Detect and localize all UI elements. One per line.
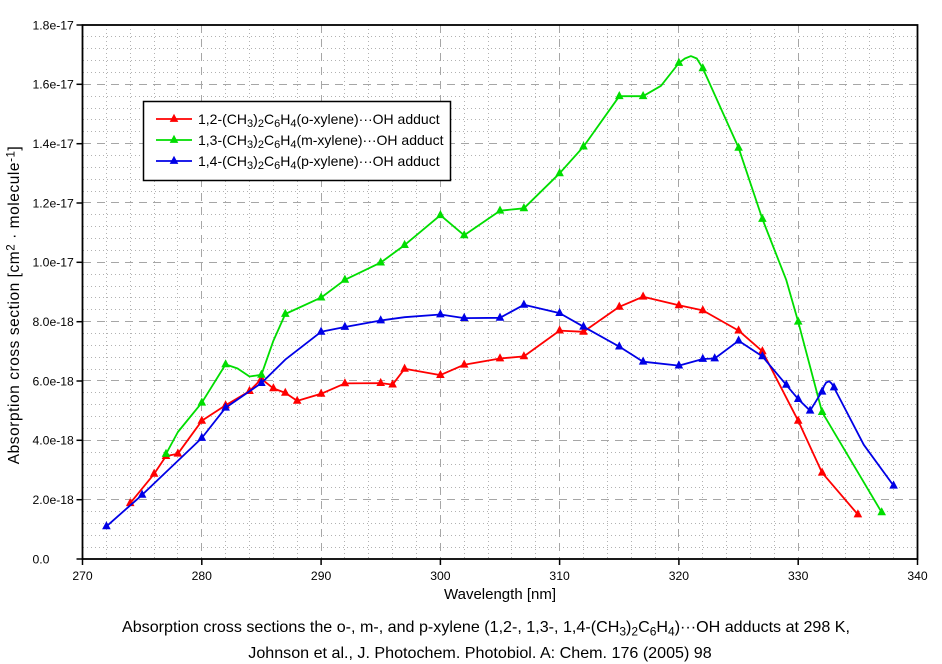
svg-text:280: 280	[192, 569, 213, 583]
svg-text:1.4e-17: 1.4e-17	[33, 137, 75, 151]
svg-text:1.6e-17: 1.6e-17	[33, 78, 75, 92]
svg-text:Wavelength [nm]: Wavelength [nm]	[444, 586, 556, 603]
svg-text:1.2e-17: 1.2e-17	[33, 196, 75, 210]
svg-text:1.0e-17: 1.0e-17	[33, 256, 75, 270]
svg-text:0.0: 0.0	[33, 552, 50, 566]
svg-text:270: 270	[72, 569, 93, 583]
svg-text:2.0e-18: 2.0e-18	[33, 493, 75, 507]
svg-text:320: 320	[669, 569, 690, 583]
svg-text:330: 330	[788, 569, 809, 583]
svg-text:Absorption cross section [cm2: Absorption cross section [cm2 · molecule…	[6, 146, 24, 465]
svg-text:290: 290	[311, 569, 332, 583]
svg-text:300: 300	[430, 569, 451, 583]
svg-text:Johnson et al., J. Photochem.: Johnson et al., J. Photochem. Photobiol.…	[248, 644, 711, 662]
svg-text:310: 310	[549, 569, 570, 583]
svg-text:8.0e-18: 8.0e-18	[33, 315, 75, 329]
svg-text:6.0e-18: 6.0e-18	[33, 374, 75, 388]
svg-text:1.8e-17: 1.8e-17	[33, 18, 75, 32]
svg-text:Absorption cross sections the: Absorption cross sections the o-, m-, an…	[122, 618, 850, 639]
svg-text:4.0e-18: 4.0e-18	[33, 434, 75, 448]
svg-text:340: 340	[907, 569, 928, 583]
